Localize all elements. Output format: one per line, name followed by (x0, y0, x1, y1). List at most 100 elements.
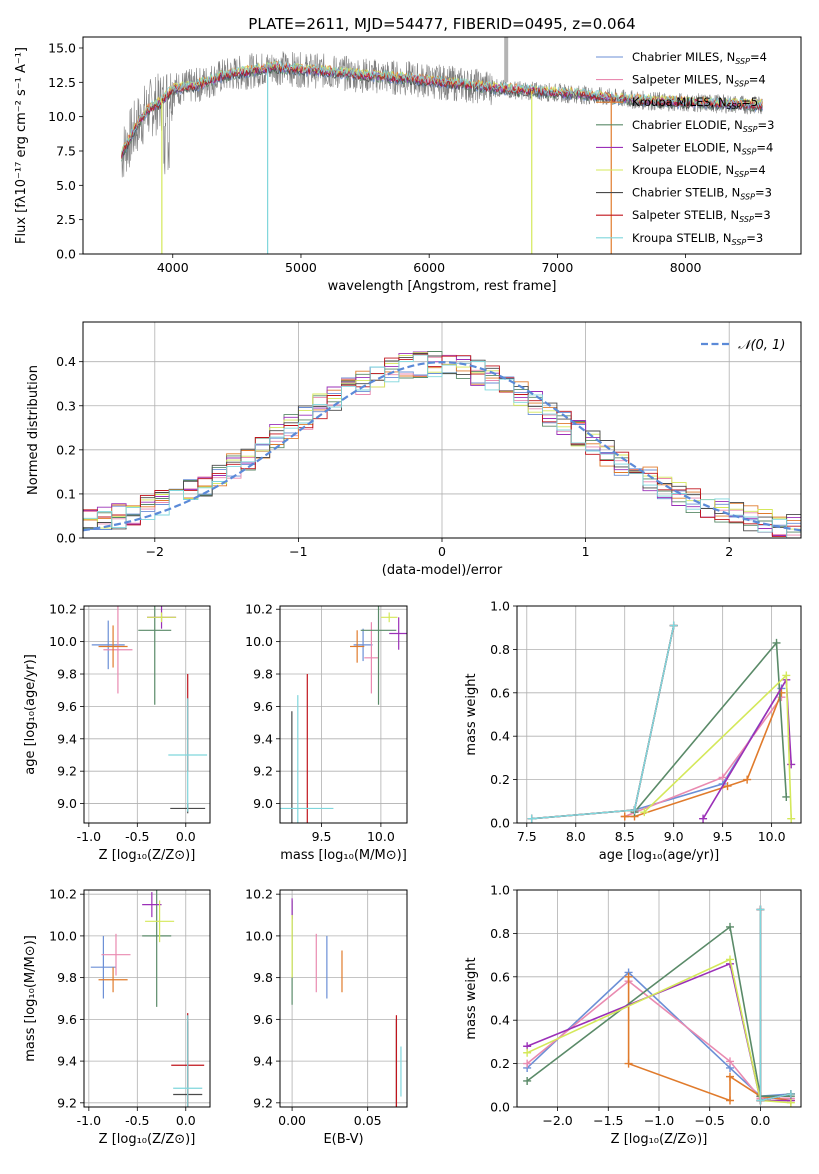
weight-line-kroupa_stelib (759, 909, 792, 1102)
weight-marker-kroupa_elodie (786, 1098, 795, 1107)
mass_vs_ebv-plot-area (280, 890, 407, 1107)
weight-marker-chabrier_elodie (523, 1076, 532, 1085)
mass_vs_Z-frame (83, 889, 211, 1108)
y-tick-label: 10.0 (49, 928, 77, 943)
x-tick-label: −2 (146, 544, 164, 559)
weight_vs_age-frame (516, 605, 802, 824)
weight-line-kroupa_elodie (643, 673, 792, 819)
y-tick-label: 0.2 (490, 772, 510, 787)
x-tick-label: 1 (582, 544, 590, 559)
x-axis-label: Z [log₁₀(Z/Z⊙)] (99, 1132, 196, 1147)
y-axis-label: mass weight (464, 957, 479, 1039)
residual_hist-panel: −2 −1 0 1 2 0.0 0.1 0.2 0.3 0.4 (data-model)/error… (26, 321, 802, 578)
legend-label: Salpeter MILES, NSSP=4 (632, 73, 766, 89)
age_vs_Z-frame (83, 605, 211, 824)
y-tick-label: 9.6 (57, 699, 77, 714)
weight-marker-chabrier_elodie (772, 638, 781, 647)
y-tick-label: 9.2 (253, 764, 273, 779)
weight_vs_Z-frame (516, 889, 802, 1108)
weight-marker-salpeter_elodie (699, 814, 708, 823)
spectrum-frame (82, 36, 802, 255)
x-tick-label: 8.5 (615, 829, 635, 844)
model-spectrum-kroupa_stelib (121, 60, 763, 153)
observed-spectrum-line (121, 51, 763, 178)
legend-label: Chabrier MILES, NSSP=4 (632, 50, 767, 66)
x-tick-label: 6000 (413, 260, 445, 275)
y-tick-label: 12.5 (48, 75, 76, 90)
weight-marker-kroupa_stelib (630, 805, 639, 814)
weight-marker-kroupa_stelib (527, 814, 536, 823)
weight-marker-kroupa_stelib (786, 1089, 795, 1098)
y-tick-label: 15.0 (48, 40, 76, 55)
y-tick-label: 5.0 (56, 178, 76, 193)
weight-line-chabrier_elodie (526, 925, 791, 1097)
y-tick-label: 0.2 (490, 1056, 510, 1071)
mass_vs_ebv-frame (279, 889, 408, 1108)
legend-label: Kroupa ELODIE, NSSP=4 (632, 163, 766, 179)
y-tick-label: 10.2 (49, 887, 77, 902)
y-tick-label: 10.2 (49, 602, 77, 617)
y-tick-label: 9.6 (57, 1012, 77, 1027)
x-tick-label: 5000 (285, 260, 317, 275)
x-tick-label: 10.0 (758, 829, 786, 844)
x-tick-label: 0.0 (176, 1113, 196, 1128)
weight_vs_Z-plot-area (517, 890, 801, 1107)
x-tick-label: 9.5 (312, 829, 332, 844)
mass_vs_Z-panel: -1.0 -0.5 0.0 9.2 9.4 9.6 9.8 10.0 10.2 Z [log₁₀(… (23, 887, 211, 1147)
x-tick-label: −0.5 (695, 1113, 725, 1128)
x-tick-label: 9.5 (713, 829, 733, 844)
y-tick-label: 9.4 (57, 1054, 77, 1069)
weight-marker-kroupa_elodie (523, 1048, 532, 1057)
y-tick-label: 0.6 (490, 685, 510, 700)
y-tick-label: 9.0 (57, 796, 77, 811)
y-tick-label: 0.4 (490, 729, 510, 744)
y-tick-label: 0.0 (56, 247, 76, 262)
y-tick-label: 0.0 (490, 1100, 510, 1115)
x-tick-label: 7.5 (517, 829, 537, 844)
y-tick-label: 0.4 (56, 354, 76, 369)
y-tick-label: 10.2 (245, 602, 273, 617)
x-tick-label: 10.0 (367, 829, 395, 844)
y-tick-label: 10.0 (245, 928, 273, 943)
y-tick-label: 1.0 (490, 599, 510, 614)
x-tick-label: -0.5 (125, 829, 149, 844)
y-tick-label: 9.4 (253, 1054, 273, 1069)
y-tick-label: 9.2 (57, 1095, 77, 1110)
weight_vs_age-panel: 7.5 8.0 8.5 9.0 9.5 10.0 0.0 0.2 0.4 0.6 0.8 1.0 age… (464, 599, 802, 863)
x-axis-label: mass [log₁₀(M/M⊙)] (280, 848, 407, 863)
normal-curve (83, 360, 801, 532)
x-axis-label: age [log₁₀(age/yr)] (599, 848, 720, 863)
weight-line-chabrier_stelib (759, 909, 792, 1102)
y-tick-label: 0.0 (56, 531, 76, 546)
y-axis-label: Flux [fλ10⁻¹⁷ erg cm⁻² s⁻¹ A⁻¹] (14, 47, 29, 244)
weight-marker-salpeter_miles (523, 1059, 532, 1068)
x-tick-label: 0.00 (278, 1113, 306, 1128)
y-tick-label: 9.8 (57, 667, 77, 682)
y-tick-label: 0.3 (56, 398, 76, 413)
x-tick-label: −1.0 (644, 1113, 674, 1128)
y-tick-label: 9.2 (57, 764, 77, 779)
weight_vs_age-plot-area (517, 606, 801, 823)
x-axis-label: (data-model)/error (382, 563, 503, 578)
weight-marker-chabrier_elodie (726, 922, 734, 931)
y-tick-label: 9.2 (253, 1095, 273, 1110)
legend-label: Chabrier STELIB, NSSP=3 (632, 186, 772, 202)
x-tick-label: 8000 (670, 260, 702, 275)
x-tick-label: −1.5 (593, 1113, 623, 1128)
residual_hist-frame (82, 321, 802, 539)
weight-marker-kroupa_miles (620, 812, 629, 821)
x-axis-label: Z [log₁₀(Z/Z⊙)] (99, 848, 196, 863)
y-tick-label: 9.4 (253, 731, 273, 746)
residual_hist-plot-area (83, 322, 801, 538)
weight-marker-kroupa_elodie (782, 671, 791, 680)
weight-marker-kroupa_miles (743, 775, 752, 784)
x-tick-label: 0.0 (750, 1113, 770, 1128)
legend-label: Kroupa STELIB, NSSP=3 (632, 231, 763, 247)
chart-title: PLATE=2611, MJD=54477, FIBERID=0495, z=0… (248, 15, 635, 33)
y-tick-label: 0.2 (56, 442, 76, 457)
weight-marker-kroupa_elodie (726, 955, 734, 964)
y-tick-label: 10.0 (49, 634, 77, 649)
y-tick-label: 1.0 (490, 883, 510, 898)
y-tick-label: 2.5 (56, 212, 76, 227)
